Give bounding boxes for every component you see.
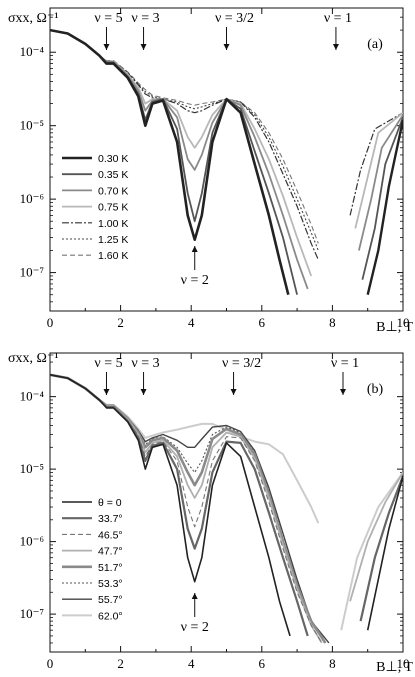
x-tick-label: 6 [259,315,266,330]
legend-label: 53.3° [98,578,123,590]
annotation-arrowhead [191,246,198,252]
x-tick-label: 6 [259,656,266,671]
series-line-high-field [354,112,403,229]
series-line [50,374,323,644]
x-tick-label: 4 [188,315,195,330]
x-tick-label: 2 [117,656,124,671]
x-tick-label: 8 [329,656,336,671]
y-tick-label: 10⁻⁷ [20,265,44,280]
annotation-arrowhead [103,389,110,395]
y-tick-label: 10⁻⁴ [20,389,45,404]
legend-label: 46.5° [98,529,123,541]
filling-factor-label: ν = 5 [94,356,122,371]
y-tick-label: 10⁻⁵ [20,118,44,133]
y-tick-label: 10⁻⁶ [20,191,44,206]
panel-label: (a) [367,37,383,52]
x-tick-label: 4 [188,656,195,671]
legend-label: 33.7° [98,513,123,525]
series-group [50,28,403,296]
y-tick-label: 10⁻⁶ [20,534,44,549]
legend-label: 51.7° [98,562,123,574]
legend-label: θ = 0 [98,497,122,509]
x-tick-label: 0 [47,315,54,330]
annotation-arrowhead [223,44,230,50]
series-line-high-field [359,475,403,622]
x-tick-label: 8 [329,315,336,330]
y-axis-label: σxx, Ω⁻¹ [8,11,59,26]
y-tick-label: 10⁻⁷ [20,606,44,621]
series-line [50,373,323,644]
series-line-high-field [358,114,403,251]
annotation-arrowhead [339,389,346,395]
filling-factor-label: ν = 3 [131,356,159,371]
legend-label: 0.30 K [98,153,128,165]
panel-b: 0 2 4 6 8 10 10⁻⁷ 10⁻⁶ 10⁻⁵ 10⁻⁴ σxx, Ω⁻¹ B⊥, T (b) θ… [8,351,413,675]
legend-label: 62.0° [98,610,123,622]
x-tick-label: 10 [397,315,410,330]
x-tick-label: 0 [47,656,54,671]
series-line-high-field [340,471,403,631]
x-tick-label: 10 [397,656,410,671]
panel-a: 0 2 4 6 8 10 10⁻⁷ 10⁻⁶ 10⁻⁵ 10⁻⁴ σxx, Ω⁻¹ B⊥, T (a) 0… [8,7,413,335]
filling-factor-label: ν = 1 [324,11,352,26]
legend-label: 0.75 K [98,202,128,214]
annotation-arrowhead [191,593,198,599]
series-group [50,373,403,644]
annotation-arrowhead [140,44,147,50]
series-line-high-field [361,116,403,280]
series-line-high-field [366,475,403,631]
filling-factor-label: ν = 2 [181,620,209,635]
series-line [50,374,326,644]
filling-factor-label: ν = 2 [181,273,209,288]
series-line-high-field [349,471,403,602]
annotation-arrowhead [140,389,147,395]
series-line-high-field [349,112,403,216]
legend-label: 0.35 K [98,169,128,181]
annotation-arrowhead [332,44,339,50]
filling-factor-label: ν = 1 [331,356,359,371]
series-line [50,373,320,524]
series-line [50,28,290,296]
legend-label: 47.7° [98,546,123,558]
x-axis-label: B⊥, T [376,320,413,335]
filling-factor-label: ν = 3 [131,11,159,26]
series-line [50,29,319,251]
series-line-high-field [366,119,403,295]
y-axis-label: σxx, Ω⁻¹ [8,351,59,366]
legend-label: 1.00 K [98,218,128,230]
series-line [50,29,319,260]
y-tick-label: 10⁻⁴ [20,44,45,59]
y-tick-label: 10⁻⁵ [20,461,44,476]
panel-label: (b) [367,382,384,397]
series-line [50,373,327,644]
x-tick-label: 2 [117,315,124,330]
legend-label: 55.7° [98,594,123,606]
legend-label: 1.60 K [98,250,128,262]
series-line [50,373,309,637]
legend-label: 1.25 K [98,234,128,246]
filling-factor-label: ν = 3/2 [222,356,261,371]
filling-factor-label: ν = 3/2 [215,11,254,26]
filling-factor-label: ν = 5 [94,11,122,26]
series-line [50,29,319,244]
annotation-arrowhead [103,44,110,50]
series-line [50,374,291,637]
legend-label: 0.70 K [98,185,128,197]
annotation-arrowhead [230,389,237,395]
series-line [50,374,330,644]
x-axis-label: B⊥, T [376,660,413,675]
